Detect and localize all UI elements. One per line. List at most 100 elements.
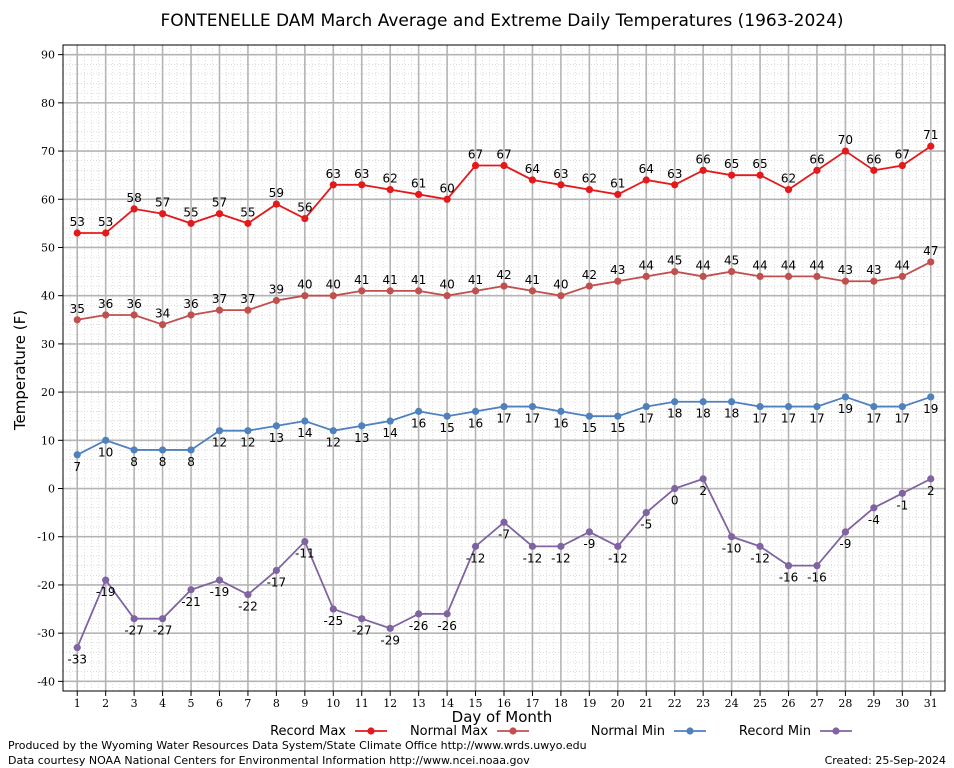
footer-created-date: Created: 25-Sep-2024: [824, 754, 946, 767]
normal-min-data-label: 18: [696, 407, 711, 421]
normal-max-point: [585, 282, 593, 290]
record-min-point: [671, 484, 679, 493]
record-min-data-label: -9: [839, 537, 851, 551]
record-max-point: [841, 147, 850, 155]
normal-max-data-label: 44: [895, 258, 910, 272]
y-tick-label: -10: [37, 531, 55, 544]
record-min-point: [443, 610, 451, 618]
normal-min-data-label: 8: [187, 455, 195, 469]
legend-marker-normal-min: [686, 727, 694, 735]
normal-max-point: [301, 292, 309, 300]
normal-min-point: [557, 407, 565, 415]
normal-max-point: [927, 258, 935, 266]
record-max-point: [500, 161, 508, 170]
record-min-point: [415, 610, 423, 618]
normal-max-data-label: 43: [838, 263, 853, 277]
record-max-point: [415, 190, 423, 199]
x-tick-label: 16: [497, 697, 511, 710]
y-tick-label: 70: [41, 145, 55, 158]
x-tick-label: 27: [810, 697, 824, 710]
record-max-point: [471, 161, 480, 170]
normal-min-data-label: 17: [781, 412, 796, 426]
record-min-data-label: 2: [699, 484, 707, 498]
normal-max-point: [500, 282, 508, 290]
x-tick-label: 1: [74, 697, 81, 710]
normal-min-point: [244, 427, 252, 435]
normal-max-point: [870, 277, 878, 285]
normal-max-point: [671, 267, 679, 276]
normal-max-point: [898, 272, 906, 281]
record-max-data-label: 61: [411, 176, 426, 190]
record-max-data-label: 67: [468, 148, 483, 162]
record-max-data-label: 53: [98, 215, 113, 229]
normal-max-point: [728, 267, 736, 276]
record-min-point: [528, 542, 537, 550]
record-min-data-label: -12: [551, 551, 571, 565]
legend-label-normal-min: Normal Min: [591, 724, 665, 739]
record-max-data-label: 71: [923, 128, 938, 142]
record-max-data-label: 56: [297, 201, 312, 215]
record-min-point: [642, 509, 650, 517]
record-min-data-label: -27: [124, 624, 144, 638]
legend-label-normal-max: Normal Max: [410, 724, 488, 739]
record-max-data-label: 60: [439, 181, 454, 195]
normal-min-point: [784, 402, 793, 411]
normal-max-point: [358, 287, 366, 295]
record-min-point: [272, 566, 280, 575]
normal-max-data-label: 45: [667, 254, 682, 268]
record-min-point: [130, 615, 138, 623]
y-tick-label: -20: [37, 579, 55, 592]
x-tick-label: 21: [639, 697, 653, 710]
record-min-data-label: -16: [807, 571, 827, 585]
record-min-point: [898, 489, 906, 497]
normal-max-data-label: 42: [582, 268, 597, 282]
record-max-point: [671, 181, 679, 189]
normal-max-data-label: 40: [297, 278, 312, 292]
normal-max-point: [557, 292, 565, 300]
x-tick-label: 29: [867, 697, 881, 710]
record-max-point: [784, 186, 793, 194]
normal-min-point: [187, 446, 195, 454]
normal-max-point: [528, 287, 537, 295]
record-max-data-label: 63: [354, 167, 369, 181]
normal-min-point: [471, 407, 480, 415]
record-max-point: [898, 161, 906, 170]
legend-marker-record-min: [832, 727, 840, 735]
normal-min-point: [500, 402, 508, 411]
record-max-data-label: 59: [269, 186, 284, 200]
legend: Record Max Normal Max Normal Min Record Min: [270, 724, 852, 739]
series-layer: 53 53 58 57 55 57 55 59 56 63 63 62 61 60 67 67 64 63 62 61…: [67, 128, 938, 666]
legend-marker-normal-max: [509, 727, 517, 735]
record-max-point: [756, 171, 764, 179]
record-max-point: [813, 166, 821, 174]
normal-min-data-label: 17: [752, 412, 767, 426]
record-min-data-label: -21: [181, 595, 201, 609]
record-min-data-label: -11: [295, 547, 315, 561]
record-min-data-label: -9: [583, 537, 595, 551]
record-min-data-label: -4: [868, 513, 880, 527]
record-max-data-label: 55: [183, 205, 198, 219]
normal-min-data-label: 14: [297, 426, 312, 440]
legend-marker-record-max: [367, 727, 375, 735]
normal-max-point: [386, 287, 394, 295]
normal-min-data-label: 10: [98, 445, 113, 459]
normal-max-point: [813, 272, 821, 281]
normal-min-data-label: 13: [354, 431, 369, 445]
record-min-data-label: -29: [380, 633, 400, 647]
record-min-data-label: -7: [498, 527, 510, 541]
normal-min-data-label: 16: [411, 416, 426, 430]
normal-max-point: [73, 316, 81, 324]
normal-min-data-label: 12: [212, 436, 227, 450]
x-tick-label: 12: [383, 697, 397, 710]
normal-min-point: [415, 407, 423, 415]
normal-max-data-label: 45: [724, 254, 739, 268]
record-max-data-label: 63: [667, 167, 682, 181]
normal-min-data-label: 12: [326, 436, 341, 450]
record-max-point: [73, 229, 81, 237]
record-max-data-label: 64: [639, 162, 654, 176]
normal-min-data-label: 17: [895, 412, 910, 426]
normal-min-point: [870, 402, 878, 411]
record-max-point: [215, 210, 224, 218]
normal-max-point: [158, 321, 167, 329]
